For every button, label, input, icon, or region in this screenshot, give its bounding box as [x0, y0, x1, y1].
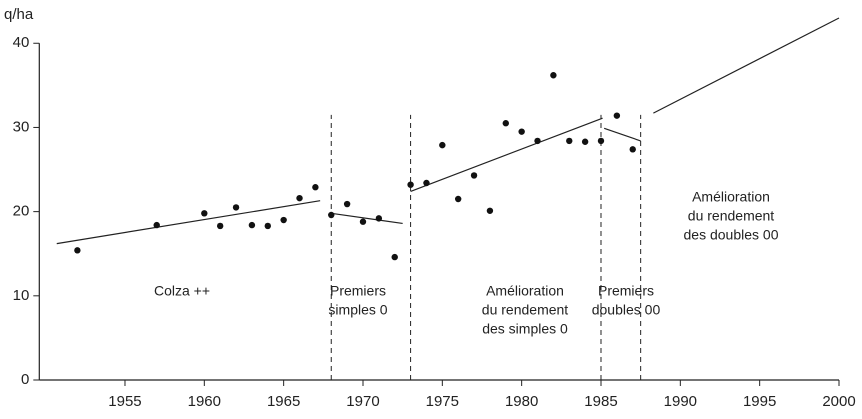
x-tick-label: 1980: [505, 393, 538, 410]
x-tick-label: 1960: [188, 393, 221, 410]
y-tick-label: 30: [13, 118, 30, 135]
y-axis-label: q/ha: [4, 6, 34, 23]
data-point: [201, 210, 208, 217]
y-tick-label: 20: [13, 203, 30, 220]
x-tick-label: 1990: [664, 393, 697, 410]
data-point: [423, 179, 430, 187]
y-tick-label: 0: [21, 371, 29, 388]
data-point: [343, 200, 351, 208]
data-point: [216, 222, 224, 230]
data-point: [470, 172, 478, 179]
data-point: [581, 138, 589, 145]
data-point: [296, 194, 303, 202]
x-tick-label: 1985: [584, 393, 617, 410]
data-point: [359, 218, 367, 225]
annotation: du rendement: [482, 302, 569, 318]
data-point: [439, 141, 446, 149]
x-tick-label: 2000: [822, 393, 855, 410]
data-point: [613, 112, 621, 119]
data-point: [502, 120, 509, 127]
x-tick-label: 1965: [267, 393, 300, 410]
annotation: du rendement: [688, 208, 775, 224]
annotation: Amélioration: [692, 189, 770, 205]
x-tick-label: 1970: [346, 393, 379, 410]
data-point: [486, 207, 494, 214]
annotation: des simples 0: [482, 321, 568, 337]
data-point: [534, 137, 541, 145]
x-tick-label: 1975: [426, 393, 459, 410]
data-point: [328, 211, 335, 219]
y-tick-label: 10: [13, 287, 30, 304]
data-point: [407, 181, 414, 188]
data-point: [375, 215, 383, 222]
data-point: [550, 72, 557, 79]
data-point: [629, 146, 636, 153]
annotation: simples 0: [328, 302, 387, 318]
x-tick-label: 1995: [743, 393, 776, 410]
data-point: [232, 204, 240, 211]
data-point: [518, 128, 525, 135]
annotation: Premiers: [598, 283, 654, 299]
data-point: [280, 216, 287, 224]
x-tick-label: 1955: [108, 393, 141, 410]
annotation: Colza ++: [154, 283, 210, 299]
data-point: [153, 221, 160, 229]
data-point: [566, 137, 573, 145]
data-point: [454, 195, 462, 203]
data-point: [391, 253, 398, 261]
data-point: [264, 222, 271, 230]
trend-line: [410, 117, 603, 192]
data-point: [248, 221, 256, 229]
annotation: Premiers: [330, 283, 386, 299]
annotation: Amélioration: [486, 283, 564, 299]
trend-line: [653, 17, 840, 114]
y-tick-label: 40: [13, 34, 30, 51]
trend-line: [331, 212, 403, 225]
data-point: [312, 184, 319, 191]
annotation: doubles 00: [592, 302, 661, 318]
trend-line: [603, 127, 641, 142]
data-point: [74, 247, 81, 254]
data-point: [597, 137, 605, 145]
annotation: des doubles 00: [684, 227, 779, 243]
trend-line: [56, 200, 321, 245]
